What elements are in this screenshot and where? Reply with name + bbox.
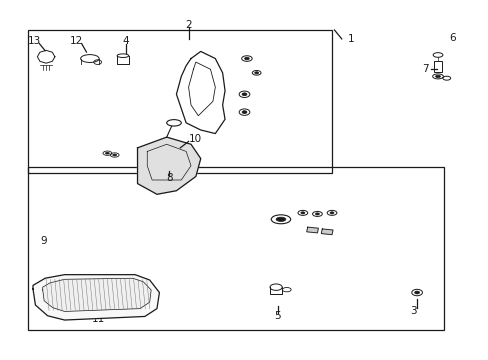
Ellipse shape [242, 93, 246, 96]
Text: 1: 1 [347, 34, 354, 44]
Text: 7: 7 [422, 64, 428, 73]
Text: 12: 12 [70, 36, 83, 46]
Bar [28, 30, 331, 173]
Ellipse shape [244, 57, 249, 60]
Text: 5: 5 [274, 311, 280, 321]
Bar [28, 167, 443, 330]
Ellipse shape [276, 217, 285, 221]
Ellipse shape [300, 212, 304, 214]
Polygon shape [33, 275, 159, 320]
Text: 3: 3 [409, 306, 416, 316]
Polygon shape [321, 229, 332, 235]
Text: 9: 9 [41, 237, 47, 247]
Text: 10: 10 [188, 134, 201, 144]
Bar [433, 62, 441, 72]
Ellipse shape [254, 72, 258, 74]
Ellipse shape [242, 111, 246, 113]
Text: 11: 11 [92, 314, 105, 324]
Text: 6: 6 [448, 33, 454, 43]
Ellipse shape [315, 213, 319, 215]
Ellipse shape [329, 212, 333, 214]
Polygon shape [137, 137, 201, 194]
Ellipse shape [414, 291, 419, 294]
Text: 8: 8 [165, 173, 172, 183]
Text: 13: 13 [28, 36, 41, 46]
Ellipse shape [113, 154, 116, 156]
Ellipse shape [435, 75, 440, 78]
Polygon shape [42, 278, 151, 311]
Polygon shape [306, 227, 318, 233]
Ellipse shape [105, 152, 109, 154]
Text: 2: 2 [185, 19, 191, 30]
Text: 4: 4 [122, 36, 129, 46]
